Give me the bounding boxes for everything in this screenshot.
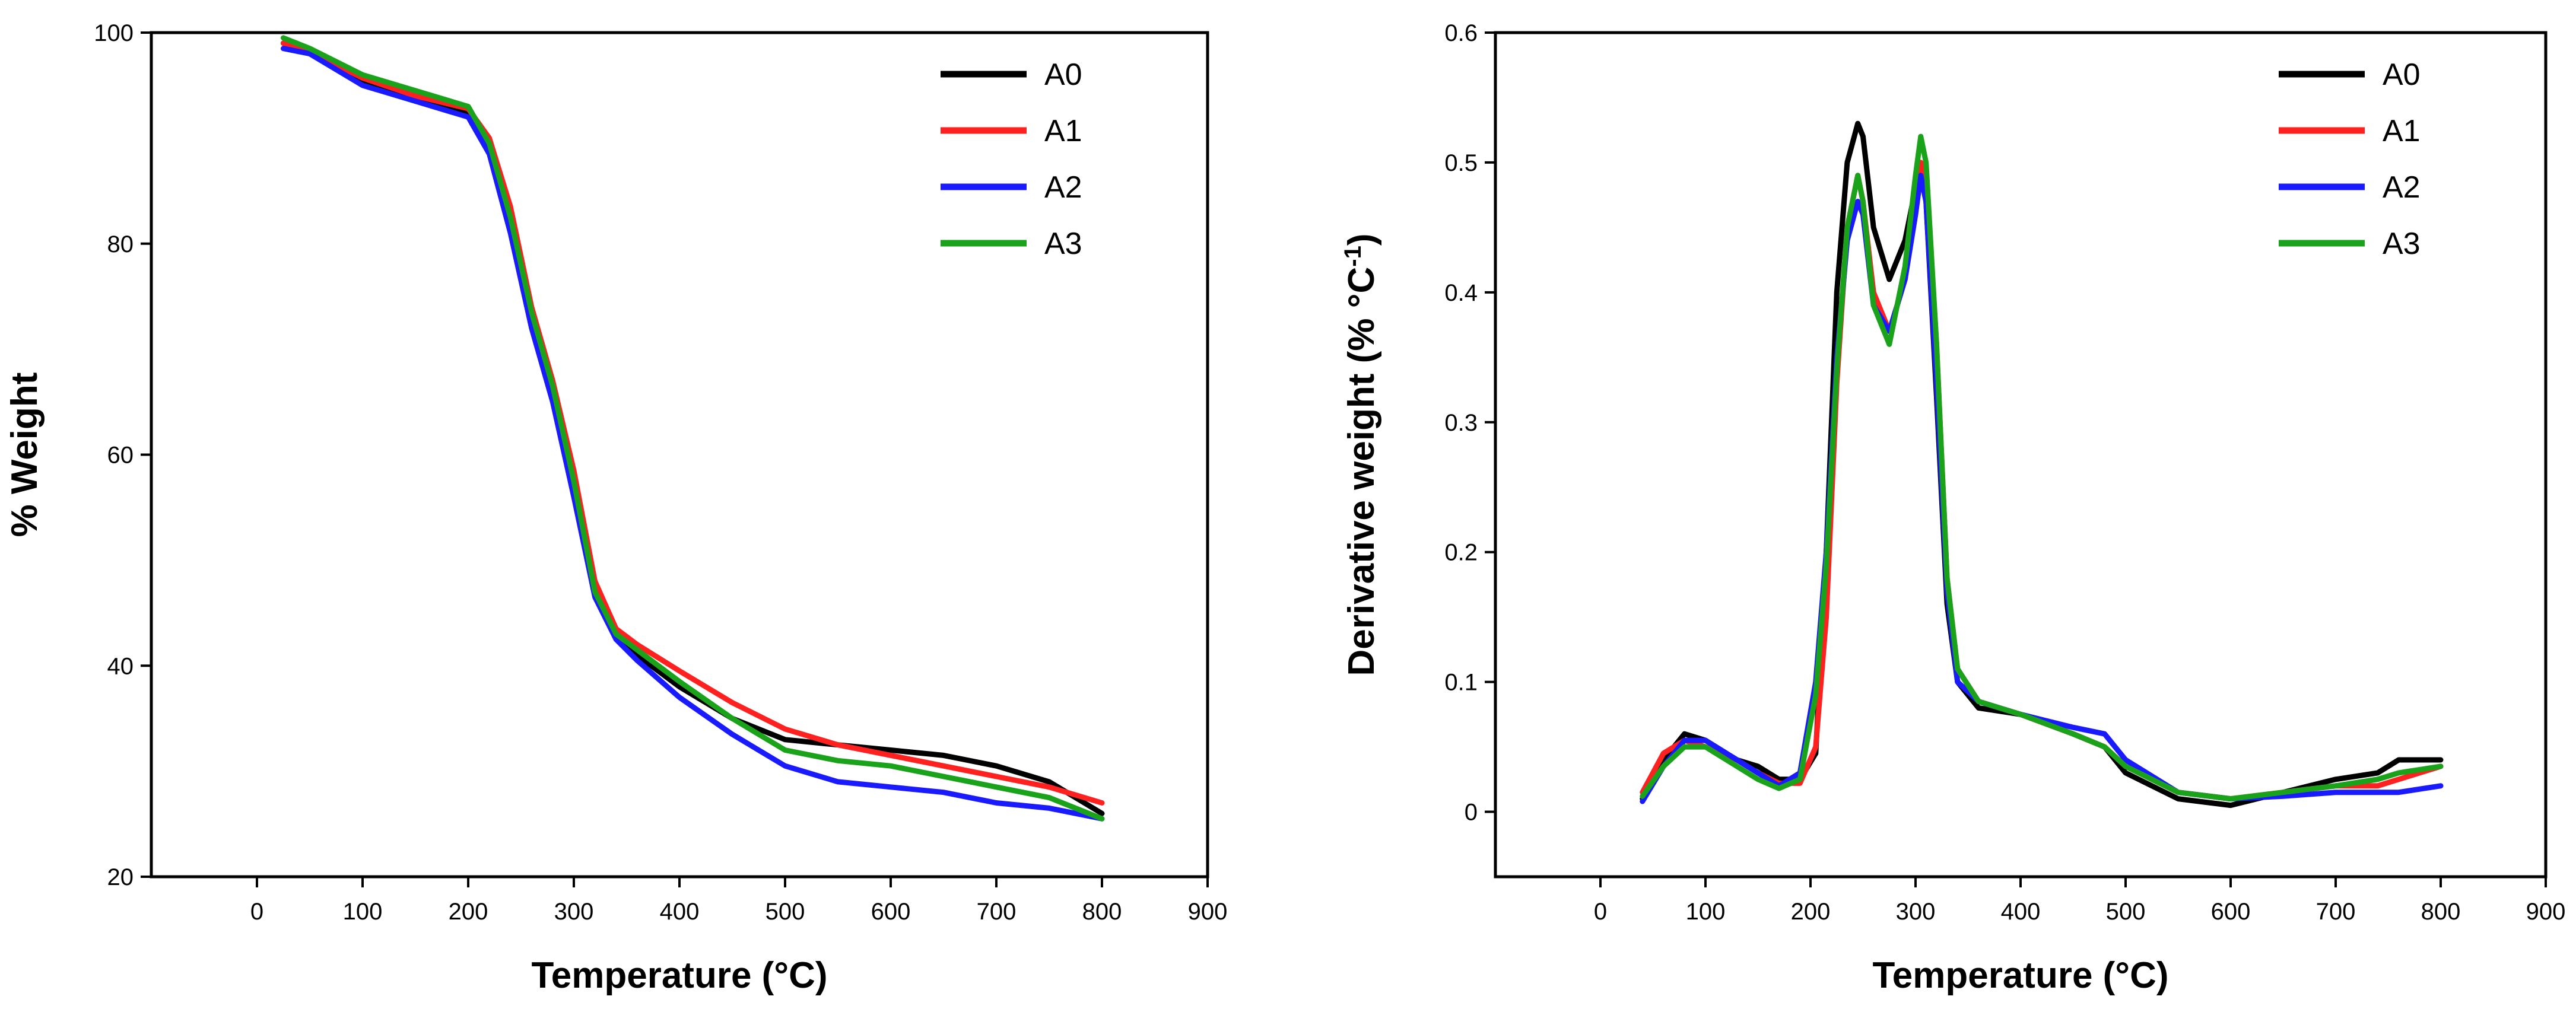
y-tick-label: 0: [1465, 800, 1478, 826]
series-line-a1: [281, 40, 1105, 806]
x-tick-label: 500: [766, 899, 805, 925]
x-tick-label: 800: [1082, 899, 1122, 925]
series-line-a2: [1640, 173, 2444, 804]
series-line-a3: [1640, 133, 2444, 802]
legend-label-a0: A0: [1044, 58, 1082, 92]
x-tick-label: 100: [1686, 899, 1726, 925]
x-tick-label: 600: [2211, 899, 2251, 925]
y-tick-label: 40: [107, 653, 134, 679]
x-tick-label: 0: [1594, 899, 1607, 925]
y-tick-label: 0.5: [1444, 150, 1478, 176]
legend-label-a1: A1: [2383, 114, 2421, 148]
x-tick-label: 600: [871, 899, 911, 925]
x-axis-title: Temperature (°C): [531, 955, 827, 996]
plot-frame: [150, 31, 1209, 879]
legend-label-a0: A0: [2383, 58, 2421, 92]
y-axis-title: % Weight: [4, 373, 45, 537]
x-tick-label: 200: [449, 899, 488, 925]
legend-label-a2: A2: [1044, 170, 1082, 205]
x-tick-label: 400: [660, 899, 700, 925]
x-tick-label: 800: [2421, 899, 2461, 925]
x-tick-label: 500: [2106, 899, 2146, 925]
y-tick-label: 20: [107, 864, 134, 890]
y-tick-label: 0.2: [1444, 540, 1478, 566]
x-axis-title: Temperature (°C): [1872, 955, 2168, 996]
y-axis-title: Derivative weight (% °C-1): [1340, 234, 1382, 676]
series-line-a2: [281, 46, 1105, 822]
series-line-a0: [281, 40, 1105, 816]
x-tick-label: 900: [2526, 899, 2566, 925]
legend-label-a3: A3: [2383, 227, 2421, 261]
x-tick-label: 700: [2316, 899, 2356, 925]
legend-label-a2: A2: [2383, 170, 2421, 205]
y-tick-label: 100: [94, 20, 134, 46]
series-line-a1: [1640, 160, 2444, 802]
x-tick-label: 100: [343, 899, 383, 925]
series-line-a3: [281, 35, 1105, 822]
legend-label-a3: A3: [1044, 227, 1082, 261]
dtg-derivative-panel: 0 100 200 300 400 500 600 700 800 900 0 0.1 0.2 0.3 0.…: [1340, 20, 2565, 996]
x-tick-label: 0: [250, 899, 263, 925]
x-tick-label: 700: [977, 899, 1017, 925]
plot-frame: [1494, 31, 2548, 879]
y-tick-label: 0.4: [1444, 280, 1478, 306]
y-tick-label: 0.6: [1444, 20, 1478, 46]
y-tick-label: 0.3: [1444, 410, 1478, 436]
tga-weight-panel: 0 100 200 300 400 500 600 700 800 900 20 40 60 80 100 T…: [4, 20, 1227, 996]
x-tick-label: 900: [1188, 899, 1228, 925]
x-tick-label: 200: [1791, 899, 1831, 925]
series-line-a0: [1640, 120, 2444, 809]
y-tick-label: 60: [107, 443, 134, 469]
y-tick-label: 80: [107, 231, 134, 257]
legend-label-a1: A1: [1044, 114, 1082, 148]
x-tick-label: 300: [1896, 899, 1936, 925]
x-tick-label: 300: [554, 899, 594, 925]
y-tick-label: 0.1: [1444, 670, 1478, 696]
x-tick-label: 400: [2001, 899, 2041, 925]
